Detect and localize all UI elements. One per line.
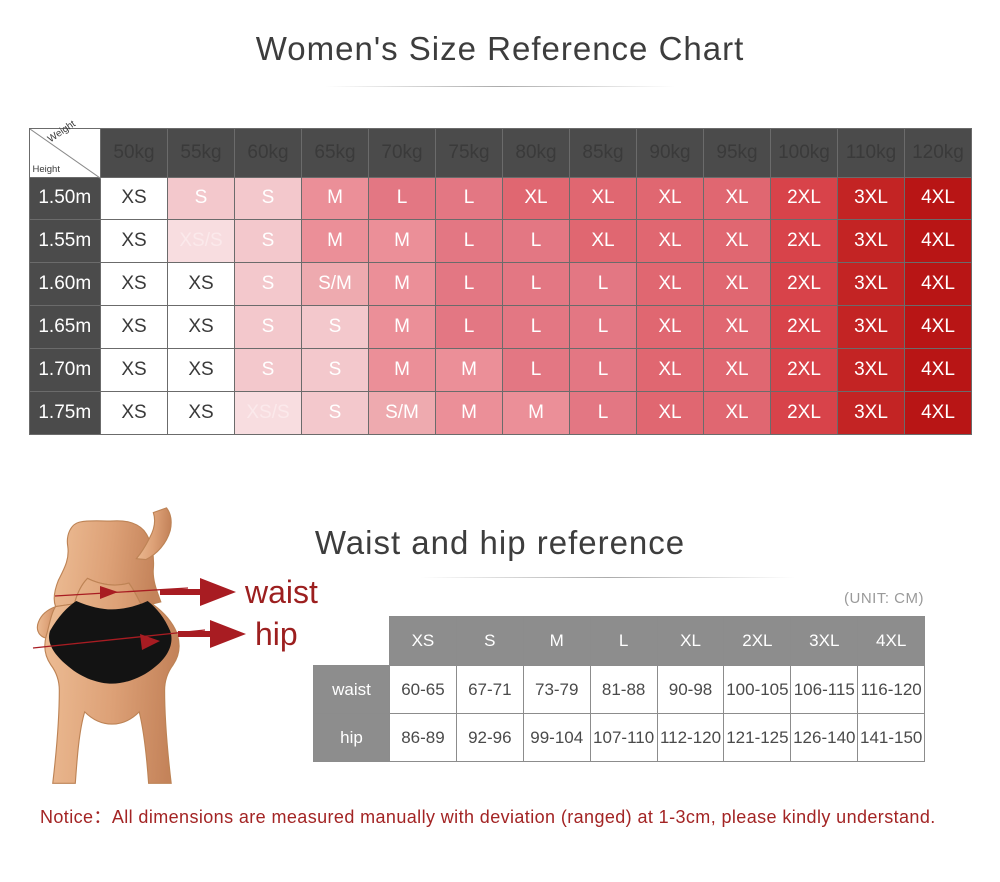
svg-text:hip: hip	[255, 616, 298, 652]
svg-text:waist: waist	[244, 574, 318, 610]
